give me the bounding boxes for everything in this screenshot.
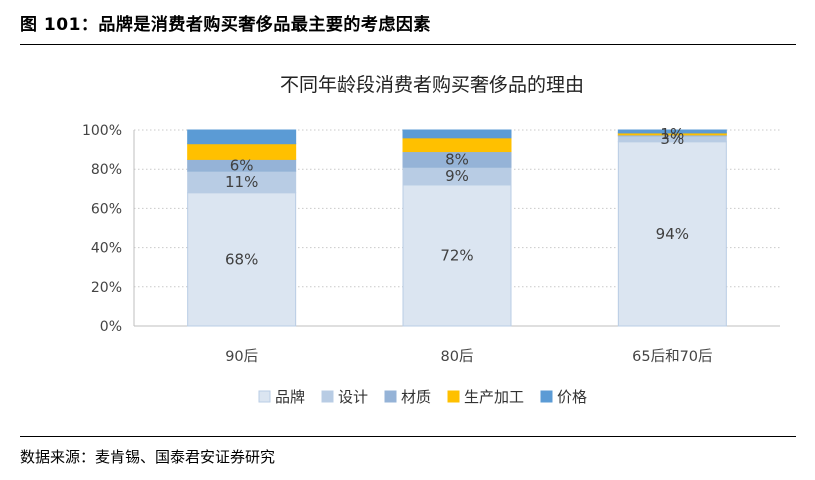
data-label: 94% [656, 225, 689, 243]
data-label: 11% [225, 173, 258, 191]
legend: 品牌 设计 材质 生产加工 价格 [258, 388, 587, 406]
top-rule [20, 44, 796, 45]
chart-title: 不同年龄段消费者购买奢侈品的理由 [280, 74, 584, 96]
legend-label: 价格 [557, 388, 587, 406]
figure-title: 图 101：品牌是消费者购买奢侈品最主要的考虑因素 [20, 15, 431, 35]
legend-label: 生产加工 [464, 388, 524, 406]
legend-swatch [447, 390, 460, 403]
data-label: 9% [445, 167, 469, 185]
bottom-rule [20, 436, 796, 437]
legend-label: 品牌 [275, 388, 305, 406]
source-note: 数据来源：麦肯锡、国泰君安证券研究 [20, 448, 276, 466]
data-labels: 68% 11%6% 72% 9%8% 94% 3%1% [225, 125, 689, 268]
legend-swatch [258, 390, 271, 403]
y-tick-label: 60% [91, 201, 122, 217]
bar-segment-5 [617, 129, 727, 134]
x-axis-ticks: 90后 80后 65后和70后 [225, 348, 712, 365]
legend-label: 设计 [338, 388, 368, 406]
legend-swatch [384, 390, 397, 403]
bars [187, 129, 727, 327]
x-category-label: 90后 [225, 348, 258, 365]
data-label: 3% [660, 130, 684, 148]
y-tick-label: 40% [91, 241, 122, 257]
x-category-label: 65后和70后 [632, 348, 712, 365]
stacked-bar-chart: 不同年龄段消费者购买奢侈品的理由 0% 20% 40% 60% 80% 100% 90后 8… [82, 74, 780, 406]
y-tick-label: 20% [91, 280, 122, 296]
bar-segment-1 [617, 141, 727, 327]
y-axis-ticks: 0% 20% 40% 60% 80% 100% [82, 123, 122, 335]
data-label: 8% [445, 150, 469, 168]
data-label: 72% [440, 246, 473, 264]
legend-swatch [540, 390, 553, 403]
x-category-label: 80后 [441, 348, 474, 365]
bar-segment-1 [187, 192, 297, 327]
y-tick-label: 0% [100, 319, 122, 335]
data-label: 68% [225, 250, 258, 268]
legend-label: 材质 [401, 388, 431, 406]
bar-segment-5 [402, 129, 512, 139]
y-tick-label: 80% [91, 162, 122, 178]
legend-swatch [321, 390, 334, 403]
data-label: 6% [230, 156, 254, 174]
data-label: 1% [660, 125, 684, 143]
bar-segment-5 [187, 129, 297, 145]
y-tick-label: 100% [82, 123, 122, 139]
bar-segment-1 [402, 184, 512, 327]
